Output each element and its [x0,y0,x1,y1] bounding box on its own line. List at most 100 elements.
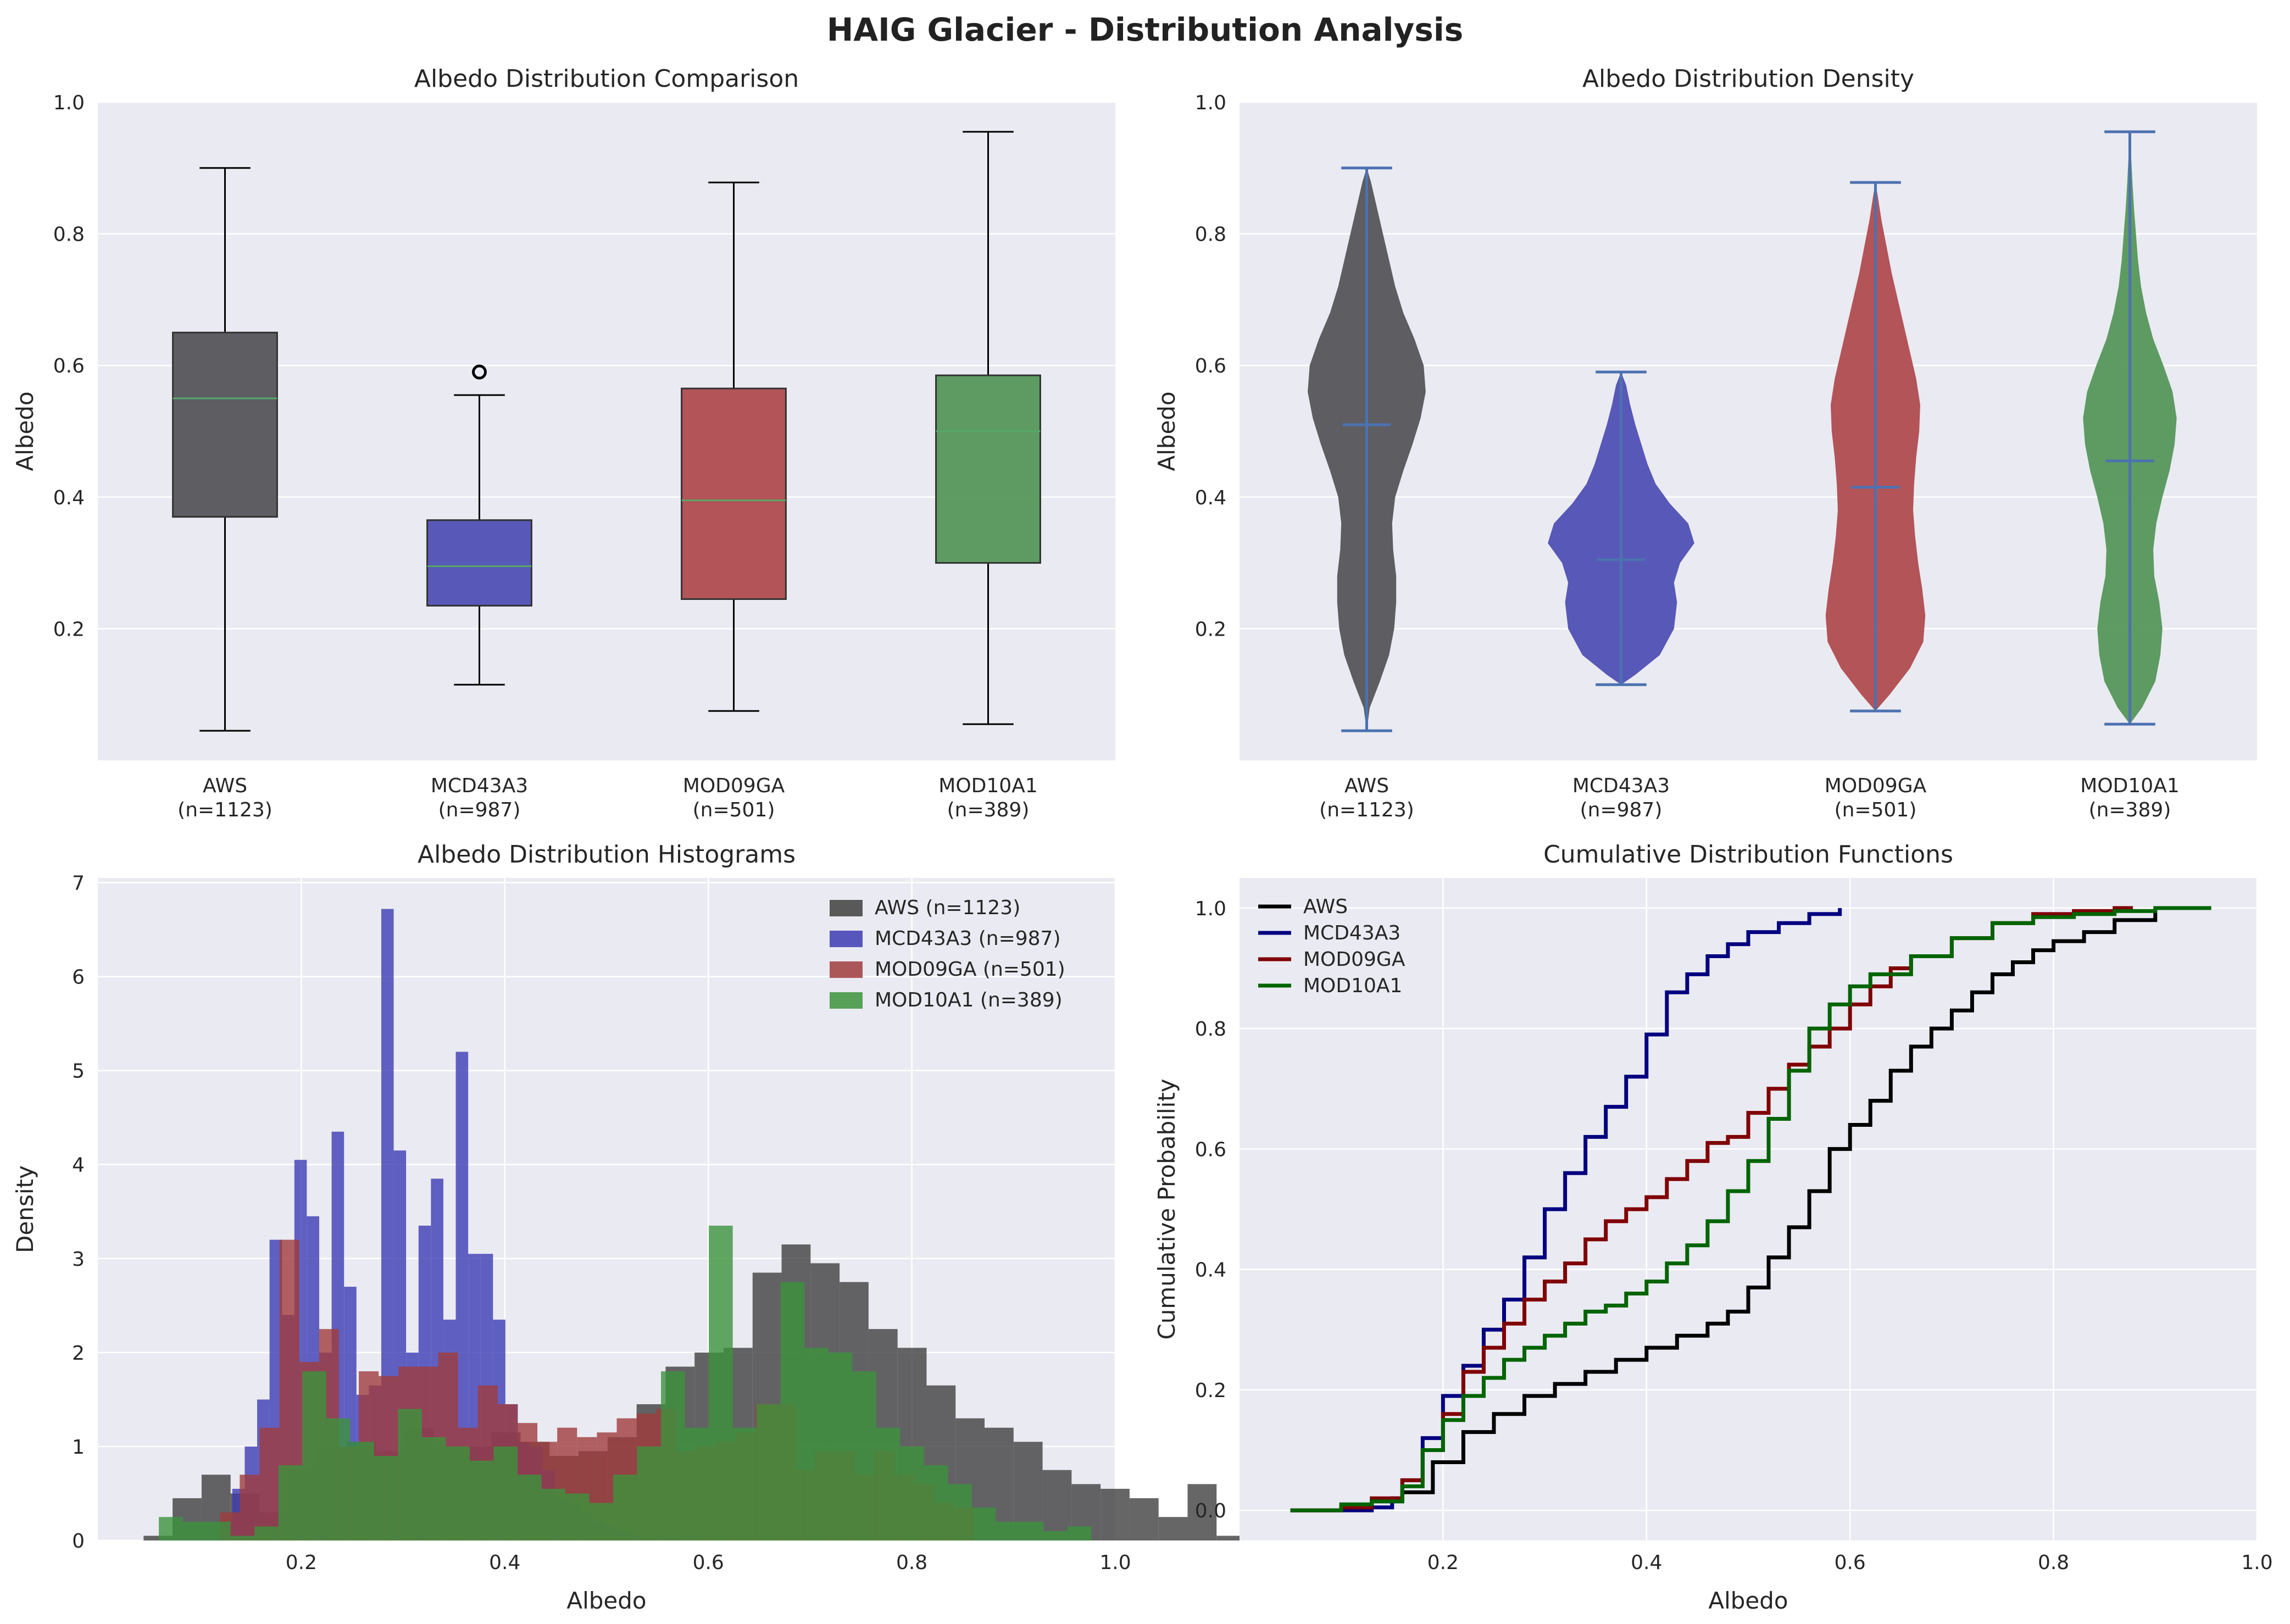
y-tick-label-1: 0.8 [53,224,85,246]
hist-bar-mod10a1 [182,1521,207,1540]
x-tick-label-4: 1.0 [2241,1551,2272,1574]
hist-bar-mod10a1 [398,1409,422,1540]
y-tick-label-2: 0.2 [1195,618,1226,641]
box-mcd43a3 [426,519,532,607]
hist-bar-mod10a1 [207,1521,231,1540]
hist-bar-mod10a1 [589,1503,614,1540]
x-tick-label-1-line: MOD09GA [683,775,785,797]
y-tick-label-1: 1.0 [53,92,85,114]
plot-area-4 [1240,878,2257,1540]
y-tick-label-3: 5 [72,1060,85,1083]
hist-bar-mod10a1 [541,1488,565,1540]
legend-label: AWS (n=1123) [875,897,1020,919]
y-tick-label-4: 1.0 [1195,898,1226,920]
hist-bar-mod10a1 [828,1352,853,1540]
x-tick-label-2-line: (n=389) [2089,799,2171,821]
hist-bar-mod10a1 [685,1427,709,1540]
hist-bar-mod10a1 [1067,1526,1092,1540]
x-tick-label-2-line: AWS [1344,775,1389,797]
x-tick-label-2-line: (n=501) [1835,799,1917,821]
legend-label: MOD09GA [1303,948,1405,971]
x-tick-label-3: 1.0 [1099,1551,1131,1574]
hist-bar-aws [1129,1498,1159,1540]
hist-bar-mod10a1 [661,1371,685,1540]
hist-bar-mod10a1 [876,1427,901,1540]
y-tick-label-3: 4 [72,1154,85,1177]
x-tick-label-3: 0.4 [489,1551,520,1574]
hist-bar-mod10a1 [924,1465,948,1540]
hist-bar-mod10a1 [302,1371,326,1540]
hist-bar-mod10a1 [1043,1531,1068,1540]
hist-bar-mod10a1 [900,1446,924,1540]
hist-bar-aws [1187,1484,1217,1540]
y-tick-label-4: 0.4 [1195,1259,1226,1282]
figure-title: HAIG Glacier - Distribution Analysis [827,11,1464,48]
hist-bar-mod10a1 [469,1460,494,1540]
legend-label: MOD10A1 [1303,975,1402,997]
hist-bar-mod10a1 [446,1446,470,1540]
hist-bar-mod10a1 [326,1418,351,1540]
x-tick-label-1: MOD10A1 (n=389) [938,775,1037,821]
legend-swatch [830,900,863,916]
hist-bar-mod10a1 [613,1475,637,1540]
y-tick-label-4: 0.2 [1195,1380,1226,1402]
x-tick-label-2: MCD43A3 (n=987) [1572,775,1670,821]
x-tick-label-1-line: AWS [203,775,247,797]
x-tick-label-3: 0.2 [286,1551,317,1574]
x-tick-label-3: 0.8 [896,1551,927,1574]
hist-bar-mod10a1 [709,1225,733,1540]
y-tick-label-1: 0.2 [53,618,85,641]
box-mod10a1 [935,374,1041,564]
x-axis-label-3: Albedo [566,1587,646,1614]
y-tick-label-2: 0.4 [1195,487,1226,509]
y-axis-label-1: Albedo [12,391,38,471]
y-axis-label-4: Cumulative Probability [1153,1078,1180,1339]
x-tick-label-4: 0.8 [2038,1551,2069,1574]
hist-bar-mod10a1 [421,1437,446,1540]
y-tick-label-1: 0.6 [53,355,85,377]
x-tick-label-1: MCD43A3 (n=987) [431,775,528,821]
hist-bar-mod10a1 [637,1446,662,1540]
x-tick-label-1: MOD09GA (n=501) [683,775,785,821]
box-mod09ga [681,387,787,600]
hist-bar-mod09ga [259,1427,280,1540]
hist-bar-mod10a1 [1019,1521,1044,1540]
y-tick-label-2: 0.6 [1195,355,1226,377]
x-tick-label-3: 0.6 [693,1551,724,1574]
hist-bar-mod10a1 [804,1348,829,1540]
hist-bar-mod10a1 [350,1442,374,1540]
y-tick-label-2: 1.0 [1195,92,1226,114]
x-tick-label-1: AWS (n=1123) [177,775,273,821]
x-tick-label-1-line: (n=389) [947,799,1030,821]
y-tick-label-1: 0.4 [53,487,85,509]
hist-bar-mod10a1 [948,1484,972,1540]
x-tick-label-4: 0.6 [1835,1551,1866,1574]
panel-title-4: Cumulative Distribution Functions [1543,841,1953,869]
hist-bar-mod10a1 [780,1282,805,1540]
x-tick-label-4: 0.4 [1631,1551,1662,1574]
legend-swatch [830,931,863,947]
hist-bar-aws [1042,1470,1072,1540]
hist-bar-mod10a1 [159,1517,183,1540]
hist-bar-mod10a1 [278,1465,303,1540]
hist-bar-mod10a1 [971,1508,996,1540]
hist-bar-mod10a1 [732,1427,757,1540]
y-tick-label-3: 0 [72,1530,85,1553]
y-tick-label-3: 3 [72,1248,85,1271]
hist-bar-aws [1216,1536,1246,1540]
y-tick-label-2: 0.8 [1195,224,1226,246]
legend-label: MOD10A1 (n=389) [875,989,1063,1011]
hist-bar-aws [143,1536,173,1540]
panel-title-3: Albedo Distribution Histograms [418,841,796,869]
y-tick-label-4: 0.0 [1195,1500,1226,1522]
x-tick-label-2: MOD10A1 (n=389) [2080,775,2179,821]
x-axis-label-4: Albedo [1708,1587,1788,1614]
x-tick-label-1-line: (n=501) [693,799,775,821]
x-tick-label-1-line: (n=1123) [177,799,273,821]
x-tick-label-2-line: MOD09GA [1825,775,1927,797]
y-tick-label-3: 6 [72,966,85,989]
x-tick-label-2-line: MCD43A3 [1572,775,1670,797]
hist-bar-aws [1100,1488,1130,1540]
